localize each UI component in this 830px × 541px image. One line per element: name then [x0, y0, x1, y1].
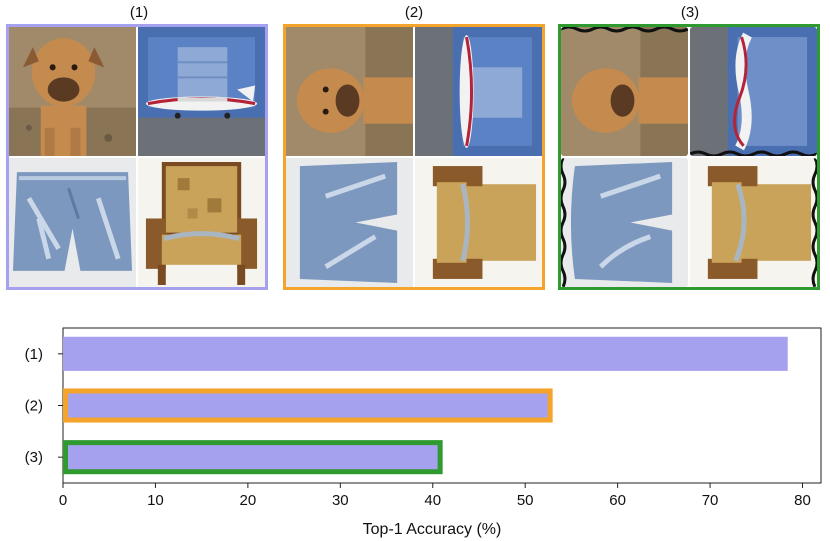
x-tick-label-30: 30 [332, 492, 349, 509]
dog-photo-rotated [286, 27, 413, 156]
dog-photo [9, 27, 136, 156]
armchair-photo-rotated [415, 158, 542, 287]
x-tick-label-60: 60 [609, 492, 626, 509]
bar-2 [63, 388, 553, 423]
x-tick-label-0: 0 [59, 492, 67, 509]
x-tick-label-80: 80 [794, 492, 811, 509]
x-tick-label-20: 20 [240, 492, 257, 509]
bar-1 [63, 336, 788, 371]
x-axis-title: Top-1 Accuracy (%) [363, 521, 502, 538]
y-tick-label-1: (1) [25, 346, 43, 363]
accuracy-bar-chart: (1) (2) (3) 0 10 20 30 40 50 60 70 80 Top-1 Accurac… [25, 327, 822, 538]
airplane-photo-rotated-warped [690, 27, 817, 156]
armchair-photo [138, 158, 265, 287]
airplane-photo-rotated [415, 27, 542, 156]
bar-3 [63, 440, 443, 475]
x-tick-label-40: 40 [424, 492, 441, 509]
airplane-photo [138, 27, 265, 156]
denim-shorts-photo [9, 158, 136, 287]
denim-shorts-photo-rotated [286, 158, 413, 287]
panel-3-image-grid [558, 24, 820, 290]
panel-2-image-grid [283, 24, 545, 290]
y-tick-label-3: (3) [25, 449, 43, 466]
armchair-photo-rotated-warped [690, 158, 817, 287]
plot-area: (1) (2) (3) 0 10 20 30 40 50 60 70 80 [25, 327, 822, 509]
x-tick-label-50: 50 [517, 492, 534, 509]
panel-1-image-grid [6, 24, 268, 290]
dog-photo-rotated-warped [561, 27, 688, 156]
denim-shorts-photo-rotated-warped [561, 158, 688, 287]
x-tick-label-10: 10 [147, 492, 164, 509]
x-tick-label-70: 70 [702, 492, 719, 509]
panel-2-label: (2) [404, 4, 424, 21]
panel-3-label: (3) [680, 4, 700, 21]
y-tick-label-2: (2) [25, 398, 43, 415]
panel-1-label: (1) [129, 4, 149, 21]
